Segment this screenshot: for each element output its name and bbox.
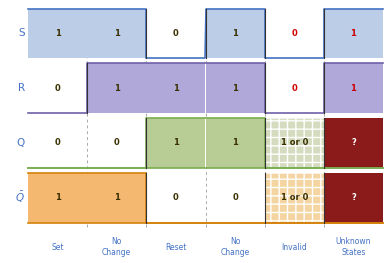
Text: 0: 0 xyxy=(173,29,179,38)
Text: ?: ? xyxy=(351,138,356,147)
Text: R: R xyxy=(18,83,25,93)
Bar xyxy=(264,173,324,222)
Text: ?: ? xyxy=(351,193,356,202)
Text: 1: 1 xyxy=(55,29,60,38)
Text: 1: 1 xyxy=(232,84,238,93)
Text: S: S xyxy=(18,28,25,38)
Bar xyxy=(324,63,383,113)
Text: 1: 1 xyxy=(114,84,120,93)
Text: 0: 0 xyxy=(114,138,120,147)
Bar xyxy=(28,8,87,58)
Bar xyxy=(324,8,383,58)
Bar xyxy=(264,173,324,222)
Text: 1: 1 xyxy=(350,29,357,38)
Text: 0: 0 xyxy=(291,84,297,93)
Bar xyxy=(206,118,264,168)
Bar xyxy=(28,173,87,222)
Bar xyxy=(87,8,146,58)
Text: No
Change: No Change xyxy=(221,237,250,257)
Bar xyxy=(87,63,146,113)
Text: $\bar{Q}$: $\bar{Q}$ xyxy=(15,190,25,205)
Bar xyxy=(87,173,146,222)
Text: 1 or 0: 1 or 0 xyxy=(281,193,308,202)
Bar xyxy=(264,118,324,168)
Text: 1: 1 xyxy=(350,84,357,93)
Text: No
Change: No Change xyxy=(102,237,131,257)
Bar xyxy=(206,63,264,113)
Text: 0: 0 xyxy=(55,138,60,147)
Text: 0: 0 xyxy=(173,193,179,202)
Bar xyxy=(146,118,206,168)
Text: 1: 1 xyxy=(114,193,120,202)
Bar xyxy=(324,173,383,222)
Text: 0: 0 xyxy=(291,29,297,38)
Text: 0: 0 xyxy=(232,193,238,202)
Text: 1: 1 xyxy=(114,29,120,38)
Text: 1: 1 xyxy=(232,29,238,38)
Text: 1 or 0: 1 or 0 xyxy=(281,138,308,147)
Text: 1: 1 xyxy=(55,193,60,202)
Text: 0: 0 xyxy=(55,84,60,93)
Text: Q: Q xyxy=(17,138,25,148)
Bar xyxy=(324,118,383,168)
Text: 1: 1 xyxy=(173,138,179,147)
Text: 1: 1 xyxy=(173,84,179,93)
Bar xyxy=(206,8,264,58)
Bar xyxy=(264,118,324,168)
Text: Invalid: Invalid xyxy=(281,242,307,251)
Text: 1: 1 xyxy=(232,138,238,147)
Bar xyxy=(146,63,206,113)
Text: Set: Set xyxy=(51,242,64,251)
Text: Reset: Reset xyxy=(165,242,187,251)
Text: Unknown
States: Unknown States xyxy=(336,237,371,257)
